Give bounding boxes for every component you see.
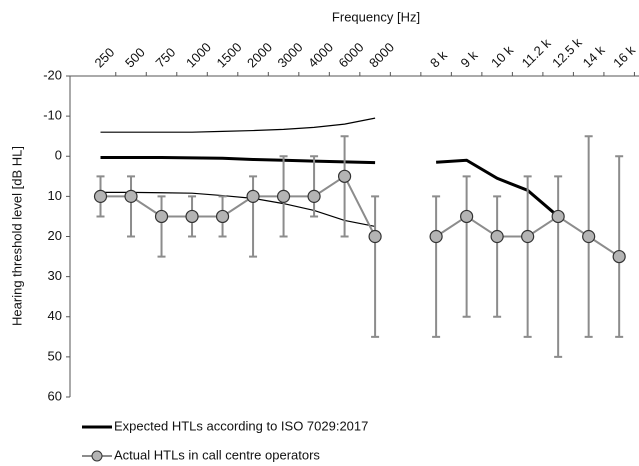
data-point xyxy=(215,209,230,224)
y-tick-label: 30 xyxy=(48,268,62,283)
data-point xyxy=(612,249,626,264)
data-point xyxy=(460,209,474,224)
y-tick-label: 20 xyxy=(48,228,62,243)
legend-label: Expected HTLs according to ISO 7029:2017 xyxy=(114,418,368,433)
x-tick-label: 12.5 k xyxy=(549,35,585,71)
y-tick-label: 40 xyxy=(48,308,62,323)
x-tick-label: 4000 xyxy=(305,39,336,70)
error-bar xyxy=(432,195,441,338)
error-bar xyxy=(615,155,624,338)
error-bar xyxy=(554,175,563,358)
x-tick-label: 750 xyxy=(152,45,178,71)
error-bar xyxy=(310,155,319,218)
y-tick-label: 60 xyxy=(48,388,62,403)
data-point xyxy=(429,229,443,244)
data-point xyxy=(246,189,260,203)
error-bar xyxy=(371,195,380,338)
data-point xyxy=(185,209,199,224)
x-tick-label: 2000 xyxy=(244,39,275,70)
data-point xyxy=(307,189,321,203)
x-tick-label: 1000 xyxy=(183,39,214,70)
data-point xyxy=(276,189,291,203)
y-tick-label: 50 xyxy=(48,348,62,363)
data-point xyxy=(521,229,535,244)
y-tick-label: 0 xyxy=(55,148,62,163)
x-tick-label: 8000 xyxy=(366,39,397,70)
x-tick-label: 250 xyxy=(91,45,117,71)
data-point xyxy=(93,189,108,203)
x-tick-label: 1500 xyxy=(213,39,244,70)
error-bar xyxy=(523,175,532,338)
y-axis-title: Hearing threshold level [dB HL] xyxy=(9,146,24,326)
legend-label: Actual HTLs in call centre operators xyxy=(114,447,320,462)
x-tick-label: 3000 xyxy=(275,39,306,70)
x-tick-label: 14 k xyxy=(580,42,608,70)
data-point xyxy=(490,229,504,244)
series-line xyxy=(100,117,376,133)
error-bar xyxy=(127,175,136,238)
series-line xyxy=(100,155,560,218)
data-point xyxy=(124,189,138,203)
series-line xyxy=(100,191,376,228)
x-axis-title: Frequency [Hz] xyxy=(332,9,420,24)
data-point xyxy=(368,229,382,244)
data-point xyxy=(551,209,565,224)
x-tick-label: 8 k xyxy=(427,47,450,70)
x-tick-label: 9 k xyxy=(458,47,481,70)
data-point xyxy=(154,209,169,224)
error-bar xyxy=(493,195,502,318)
x-tick-label: 16 k xyxy=(610,42,638,70)
error-bar xyxy=(340,135,349,238)
y-tick-label: -20 xyxy=(43,67,62,82)
error-bar xyxy=(157,195,166,258)
x-tick-label: 10 k xyxy=(488,42,516,70)
data-point xyxy=(582,229,596,244)
data-point xyxy=(337,169,352,183)
x-tick-label: 11.2 k xyxy=(519,35,554,70)
legend-marker xyxy=(91,450,103,462)
error-bar xyxy=(249,175,258,258)
series-line xyxy=(100,174,620,258)
y-tick-label: -10 xyxy=(43,108,62,123)
x-tick-label: 6000 xyxy=(336,39,367,70)
x-tick-label: 500 xyxy=(122,45,148,71)
error-bar xyxy=(462,175,471,318)
y-tick-label: 10 xyxy=(48,188,62,203)
